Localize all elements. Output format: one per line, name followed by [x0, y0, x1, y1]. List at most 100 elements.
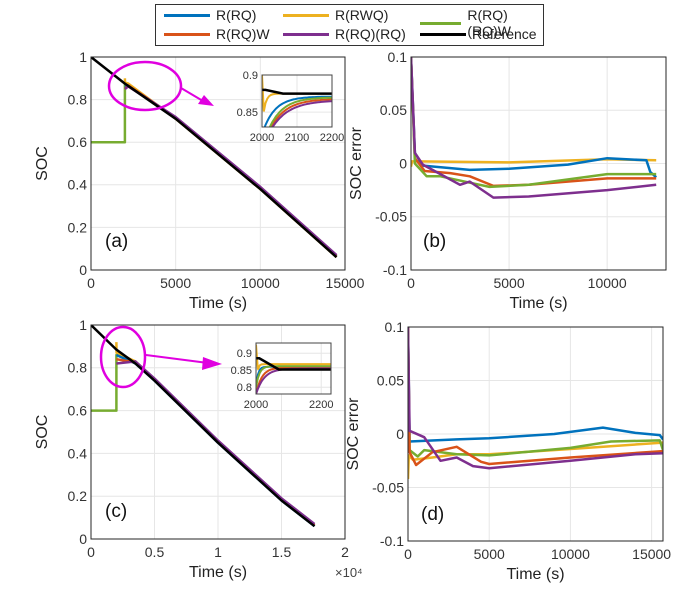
legend-swatch — [164, 13, 210, 17]
series-line-r-rq-rq-w — [408, 327, 663, 458]
y-tick-label: 0.05 — [377, 372, 404, 388]
inset-series-line-r-rq-rq-w — [268, 96, 332, 127]
inset-a: 2000 2100 2200 0.85 0.9 — [237, 70, 345, 144]
x-tick-label: 0 — [404, 546, 412, 562]
series-line-reference — [91, 325, 316, 528]
y-tick-label: 0.85 — [231, 365, 252, 377]
axes-frame — [407, 326, 664, 542]
legend: R(RQ) R(RWQ) R(RQ)(RQ)W R(RQ)W R(RQ)(RQ)… — [155, 4, 544, 46]
y-tick-label: 0.9 — [243, 70, 258, 82]
x-tick-label: 0.5 — [145, 544, 165, 560]
y-tick-label: 1 — [79, 49, 87, 65]
y-tick-label: 0 — [396, 426, 404, 442]
x-tick-label: 15000 — [326, 275, 365, 291]
x-tick-label: 2 — [341, 544, 349, 560]
series-line-r-rq-rq — [411, 57, 657, 199]
x-tick-label: 2200 — [309, 399, 333, 411]
zoom-ellipse-a — [107, 60, 183, 112]
legend-swatch — [283, 13, 329, 17]
series-line-r-rq-rq — [408, 327, 663, 470]
y-tick-label: 0 — [79, 531, 87, 547]
y-tick-label: -0.1 — [383, 262, 407, 278]
panel-label: (d) — [421, 504, 444, 525]
inset-series-line-r-rq — [263, 95, 332, 127]
panel-c: 0 0.5 1 1.5 2 0 0.2 0.4 0.6 0.8 1 Time (s) SOC (c) ×10… — [34, 317, 363, 581]
inset-series-line-r-rq-w — [270, 98, 332, 127]
x-tick-label: 0 — [87, 275, 95, 291]
series-line-r-rq-w — [411, 57, 657, 188]
inset-series-line-r-rq-rq — [271, 100, 332, 127]
panel-d: 0 5000 10000 15000 -0.1 -0.05 0 0.05 0.1 Time (s)… — [345, 319, 671, 583]
y-tick-label: 0.05 — [380, 102, 407, 118]
x-axis-label: Time (s) — [506, 566, 564, 583]
x-axis-label: Time (s) — [189, 564, 247, 581]
y-tick-label: 0.9 — [237, 348, 252, 360]
y-tick-label: 0.2 — [68, 488, 88, 504]
legend-label: R(RQ) — [216, 7, 257, 23]
y-tick-label: 0.1 — [388, 49, 408, 65]
legend-label: R(RQ)(RQ) — [335, 26, 406, 42]
inset-series-line-reference — [256, 357, 331, 371]
x-axis-label: Time (s) — [189, 295, 247, 312]
inset-frame — [255, 342, 332, 395]
y-axis-label: SOC error — [348, 126, 365, 200]
x-tick-label: 2200 — [320, 132, 344, 144]
panel-label: (b) — [423, 231, 446, 252]
y-tick-label: 0.2 — [68, 219, 88, 235]
legend-label: R(RQ)W — [216, 26, 270, 42]
x-exponent-label: ×10⁴ — [335, 565, 363, 580]
legend-swatch — [420, 21, 462, 25]
legend-label: Reference — [472, 26, 537, 42]
legend-item-reference: Reference — [420, 26, 537, 42]
y-axis-label: SOC error — [345, 397, 362, 471]
series-group — [411, 57, 658, 199]
x-tick-label: 0 — [87, 544, 95, 560]
x-tick-label: 1.5 — [272, 544, 292, 560]
y-axis-label: SOC — [34, 415, 51, 450]
x-tick-label: 0 — [407, 275, 415, 291]
y-tick-label: 0.4 — [68, 445, 88, 461]
y-tick-label: -0.05 — [375, 209, 407, 225]
inset-series-group — [262, 75, 332, 127]
zoom-arrow-c — [145, 354, 209, 364]
series-line-r-rq-rq — [124, 85, 338, 257]
series-group — [408, 327, 663, 479]
inset-series-line-reference — [262, 88, 332, 95]
legend-label: R(RQ)(RQ)W — [467, 7, 511, 39]
inset-series-line-r-rq-rq-w — [256, 365, 331, 388]
inset-series-group — [256, 344, 331, 394]
panel-b: 0 5000 10000 -0.1 -0.05 0 0.05 0.1 Time (s) SOC e… — [348, 49, 667, 312]
x-axis-label: Time (s) — [509, 295, 567, 312]
x-tick-label: 15000 — [632, 546, 671, 562]
x-tick-label: 2000 — [244, 399, 268, 411]
y-tick-label: -0.05 — [372, 479, 404, 495]
axes-frame — [410, 56, 667, 271]
x-tick-label: 2100 — [285, 132, 309, 144]
y-tick-label: -0.1 — [380, 533, 404, 549]
y-tick-label: 0.85 — [237, 107, 258, 119]
y-tick-label: 0 — [399, 155, 407, 171]
arrowhead-icon — [198, 95, 214, 106]
x-tick-label: 2000 — [250, 132, 274, 144]
panel-label: (c) — [105, 501, 127, 522]
legend-item-r-rq: R(RQ) — [164, 7, 256, 23]
y-tick-label: 0.8 — [68, 360, 88, 376]
legend-swatch — [164, 32, 210, 36]
arrowhead-icon — [202, 357, 222, 370]
y-tick-label: 0.6 — [68, 403, 88, 419]
y-tick-label: 0.8 — [68, 92, 88, 108]
legend-item-r-rq-rq: R(RQ)(RQ) — [283, 26, 406, 42]
legend-item-r-rq-rq-w: R(RQ)(RQ)W — [420, 7, 543, 39]
zoom-ellipse-c — [99, 325, 147, 389]
legend-label: R(RWQ) — [335, 7, 389, 23]
axes-frame — [90, 56, 346, 271]
x-tick-label: 5000 — [493, 275, 524, 291]
legend-item-r-rwq: R(RWQ) — [283, 7, 388, 23]
x-tick-label: 10000 — [588, 275, 627, 291]
y-tick-label: 0.1 — [385, 319, 405, 335]
y-tick-label: 0 — [79, 262, 87, 278]
y-tick-label: 0.6 — [68, 134, 88, 150]
x-tick-label: 1 — [214, 544, 222, 560]
y-tick-label: 0.4 — [68, 177, 88, 193]
